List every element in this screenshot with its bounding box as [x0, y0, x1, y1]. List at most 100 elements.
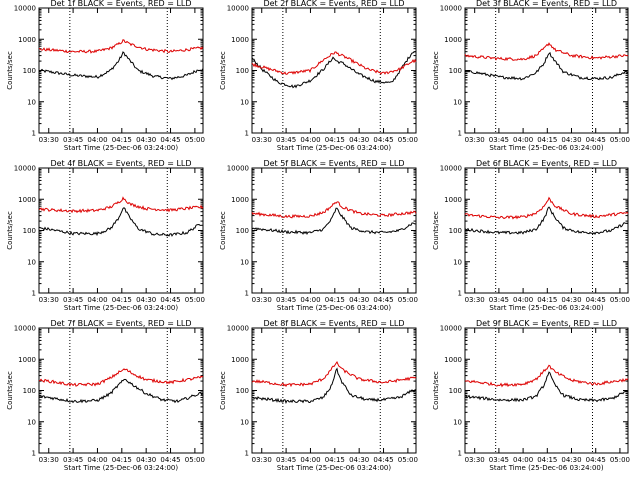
chart-panel-2: Det 2f BLACK = Events, RED = LLD 1 10 100 10…: [219, 0, 418, 152]
events-series-line: [464, 51, 629, 81]
y-tick-label: 100: [236, 67, 249, 75]
x-tick-label: 04:00: [87, 136, 107, 144]
panel-title: Det 5f BLACK = Events, RED = LLD: [263, 159, 404, 168]
y-axis-label: Counts/sec: [432, 51, 440, 90]
x-axis-label: Start Time (25-Dec-06 03:24:00): [64, 304, 178, 312]
y-tick-label: 10000: [440, 5, 462, 13]
events-series-line: [464, 206, 629, 236]
x-tick-label: 04:15: [537, 296, 557, 304]
y-tick-label: 1: [245, 290, 249, 298]
y-tick-label: 10000: [227, 5, 249, 13]
x-tick-label: 04:45: [373, 136, 393, 144]
x-tick-label: 03:30: [39, 296, 59, 304]
x-tick-label: 04:30: [561, 296, 581, 304]
x-tick-label: 03:45: [276, 136, 296, 144]
lld-series-line: [464, 196, 629, 220]
events-series-line: [464, 371, 629, 403]
chart-panel-4: Det 4f BLACK = Events, RED = LLD 1 10 100 10…: [6, 159, 205, 312]
x-tick-label: 04:30: [349, 136, 369, 144]
x-axis-label: Start Time (25-Dec-06 03:24:00): [489, 304, 603, 312]
x-tick-label: 04:00: [300, 296, 320, 304]
y-axis-label: Counts/sec: [432, 211, 440, 250]
x-tick-label: 04:15: [325, 136, 345, 144]
panel-title: Det 7f BLACK = Events, RED = LLD: [50, 319, 191, 328]
y-tick-label: 100: [23, 387, 36, 395]
chart-panel-7: Det 7f BLACK = Events, RED = LLD 1 10 100 10…: [6, 319, 205, 472]
x-tick-label: 03:30: [252, 296, 272, 304]
x-tick-label: 03:30: [252, 136, 272, 144]
x-tick-label: 04:45: [373, 456, 393, 464]
y-tick-label: 10: [240, 418, 249, 426]
x-tick-label: 04:45: [160, 456, 180, 464]
y-tick-label: 1: [32, 450, 36, 458]
chart-panel-3: Det 3f BLACK = Events, RED = LLD 1 10 100 10…: [432, 0, 630, 152]
chart-panel-8: Det 8f BLACK = Events, RED = LLD 1 10 100 10…: [219, 319, 418, 472]
y-axis-label: Counts/sec: [6, 211, 14, 250]
events-series-line: [251, 207, 417, 235]
y-tick-label: 1000: [444, 196, 462, 204]
y-tick-label: 100: [449, 67, 462, 75]
events-series-line: [251, 51, 417, 89]
x-tick-label: 04:15: [112, 456, 132, 464]
y-tick-label: 100: [23, 67, 36, 75]
y-tick-label: 1000: [18, 196, 36, 204]
x-tick-label: 04:00: [513, 136, 533, 144]
x-tick-label: 03:45: [489, 136, 509, 144]
panel-title: Det 2f BLACK = Events, RED = LLD: [263, 0, 404, 8]
x-axis-label: Start Time (25-Dec-06 03:24:00): [277, 144, 391, 152]
x-tick-label: 04:00: [300, 136, 320, 144]
x-axis-label: Start Time (25-Dec-06 03:24:00): [64, 144, 178, 152]
x-tick-label: 05:00: [610, 136, 630, 144]
lld-series-line: [251, 201, 417, 219]
x-tick-label: 04:30: [136, 136, 156, 144]
plot-frame: [464, 327, 629, 454]
x-tick-label: 04:15: [112, 136, 132, 144]
lld-series-line: [38, 196, 204, 214]
lld-series-line: [464, 364, 629, 388]
x-tick-label: 05:00: [185, 296, 205, 304]
panel-title: Det 4f BLACK = Events, RED = LLD: [50, 159, 191, 168]
y-tick-label: 1: [458, 290, 462, 298]
y-tick-label: 100: [449, 227, 462, 235]
y-tick-label: 1000: [231, 36, 249, 44]
y-tick-label: 10: [240, 98, 249, 106]
x-tick-label: 05:00: [185, 136, 205, 144]
y-tick-label: 10000: [227, 325, 249, 333]
x-axis-label: Start Time (25-Dec-06 03:24:00): [489, 144, 603, 152]
x-axis-label: Start Time (25-Dec-06 03:24:00): [277, 464, 391, 472]
plot-frame: [251, 327, 417, 454]
y-tick-label: 100: [236, 227, 249, 235]
x-tick-label: 04:15: [112, 296, 132, 304]
y-tick-label: 100: [449, 387, 462, 395]
y-tick-label: 1: [245, 450, 249, 458]
x-tick-label: 05:00: [610, 456, 630, 464]
x-tick-label: 04:30: [136, 296, 156, 304]
plot-frame: [464, 167, 629, 294]
x-tick-label: 03:30: [465, 136, 485, 144]
y-tick-label: 10000: [227, 165, 249, 173]
x-tick-label: 04:00: [87, 456, 107, 464]
x-tick-label: 03:30: [39, 456, 59, 464]
y-tick-label: 10000: [440, 165, 462, 173]
x-tick-label: 04:45: [586, 456, 606, 464]
y-axis-label: Counts/sec: [6, 51, 14, 90]
y-tick-label: 1: [245, 130, 249, 138]
lld-series-line: [251, 360, 417, 388]
y-tick-label: 100: [236, 387, 249, 395]
x-tick-label: 03:45: [276, 296, 296, 304]
plot-frame: [38, 7, 204, 134]
y-axis-label: Counts/sec: [219, 51, 227, 90]
x-tick-label: 04:45: [586, 136, 606, 144]
x-tick-label: 04:45: [160, 296, 180, 304]
x-tick-label: 03:30: [39, 136, 59, 144]
y-axis-label: Counts/sec: [432, 371, 440, 410]
x-tick-label: 04:15: [537, 456, 557, 464]
y-tick-label: 100: [23, 227, 36, 235]
y-tick-label: 1000: [444, 356, 462, 364]
x-axis-label: Start Time (25-Dec-06 03:24:00): [277, 304, 391, 312]
plot-frame: [38, 327, 204, 454]
lld-series-line: [38, 368, 204, 387]
x-tick-label: 05:00: [610, 296, 630, 304]
y-tick-label: 10: [453, 418, 462, 426]
